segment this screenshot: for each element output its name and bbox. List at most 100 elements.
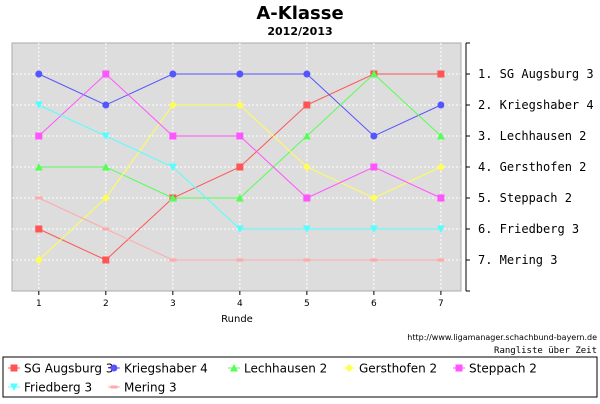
- chart-title: A-Klasse: [256, 3, 343, 24]
- data-point: [35, 225, 43, 233]
- data-point: [35, 196, 43, 200]
- data-point: [102, 256, 110, 264]
- series-2: [34, 70, 445, 202]
- series-4: [35, 70, 445, 202]
- x-tick-label: 5: [304, 299, 310, 309]
- data-point: [235, 101, 244, 109]
- x-tick-label: 3: [170, 299, 176, 309]
- legend-label: Gersthofen 2: [359, 362, 437, 376]
- data-point: [302, 163, 311, 171]
- series-1: [35, 70, 445, 140]
- rank-label: 2. Kriegshaber 4: [478, 98, 594, 112]
- data-point: [437, 258, 445, 262]
- legend-label: Friedberg 3: [24, 381, 92, 395]
- rank-label: 3. Lechhausen 2: [478, 129, 586, 143]
- legend-label: Lechhausen 2: [244, 362, 327, 376]
- legend-label: SG Augsburg 3: [24, 362, 113, 376]
- legend-marker: [230, 364, 238, 372]
- data-point: [236, 132, 244, 140]
- data-point: [303, 70, 311, 78]
- legend-marker: [110, 364, 118, 372]
- legend-marker: [10, 383, 18, 391]
- data-point: [168, 194, 177, 202]
- data-point: [303, 101, 311, 109]
- legend-label: Mering 3: [124, 381, 177, 395]
- rank-label: 6. Friedberg 3: [478, 222, 579, 236]
- data-point: [369, 225, 378, 233]
- data-point: [437, 194, 445, 202]
- series-6: [35, 196, 445, 262]
- data-point: [102, 227, 110, 231]
- legend-box: [2, 356, 598, 398]
- data-point: [236, 258, 244, 262]
- x-tick-label: 6: [371, 299, 377, 309]
- data-point: [101, 132, 110, 140]
- data-point: [436, 225, 445, 233]
- rank-label: 1. SG Augsburg 3: [478, 67, 594, 81]
- data-point: [369, 194, 378, 202]
- data-point: [236, 163, 244, 171]
- rank-label: 5. Steppach 2: [478, 191, 572, 205]
- data-point: [370, 163, 378, 171]
- data-point: [437, 101, 445, 109]
- data-point: [34, 256, 43, 264]
- axes: 1 2 3 4 5 6 7: [36, 42, 470, 309]
- legend-label: Steppach 2: [469, 362, 537, 376]
- chart-subtitle: 2012/2013: [267, 25, 332, 38]
- data-point: [369, 70, 378, 78]
- series-5: [34, 101, 445, 233]
- series-3: [34, 101, 445, 264]
- data-point: [102, 101, 110, 109]
- legend-entry: SG Augsburg 3: [8, 362, 113, 376]
- data-point: [101, 194, 110, 202]
- legend-entry: Lechhausen 2: [228, 362, 327, 376]
- data-point: [303, 194, 311, 202]
- data-point: [169, 132, 177, 140]
- legend: SG Augsburg 3 Kriegshaber 4 Lechhausen 2 Ge…: [2, 356, 598, 398]
- data-point: [101, 163, 110, 171]
- data-point: [302, 132, 311, 140]
- data-point: [303, 258, 311, 262]
- data-point: [236, 70, 244, 78]
- data-point: [436, 132, 445, 140]
- x-tick-label: 2: [103, 299, 109, 309]
- data-point: [169, 258, 177, 262]
- data-point: [437, 70, 445, 78]
- legend-marker: [110, 385, 118, 389]
- data-point: [302, 225, 311, 233]
- legend-entry: Kriegshaber 4: [108, 362, 208, 376]
- series-layer: [34, 70, 445, 264]
- data-point: [102, 70, 110, 78]
- x-tick-label: 4: [237, 299, 243, 309]
- data-point: [168, 101, 177, 109]
- data-point: [370, 258, 378, 262]
- legend-entry: Mering 3: [108, 381, 177, 395]
- data-point: [168, 163, 177, 171]
- rank-labels: 1. SG Augsburg 3 2. Kriegshaber 4 3. Lechh…: [478, 67, 594, 267]
- legend-entry: Friedberg 3: [8, 381, 92, 395]
- source-url: http://www.ligamanager.schachbund-bayern…: [407, 333, 597, 342]
- footer-caption: Rangliste über Zeit: [494, 346, 597, 356]
- legend-entry: Gersthofen 2: [343, 362, 437, 376]
- data-point: [235, 225, 244, 233]
- rank-label: 7. Mering 3: [478, 253, 557, 267]
- x-axis-label: Runde: [221, 314, 253, 325]
- legend-label: Kriegshaber 4: [124, 362, 208, 376]
- data-point: [169, 70, 177, 78]
- legend-marker: [455, 364, 463, 372]
- legend-entry: Steppach 2: [453, 362, 537, 376]
- legend-marker: [10, 364, 18, 372]
- data-point: [436, 163, 445, 171]
- data-point: [35, 70, 43, 78]
- data-point: [235, 194, 244, 202]
- rank-label: 4. Gersthofen 2: [478, 160, 586, 174]
- legend-marker: [345, 364, 353, 372]
- data-point: [34, 163, 43, 171]
- data-point: [370, 132, 378, 140]
- x-tick-label: 7: [438, 299, 444, 309]
- data-point: [34, 101, 43, 109]
- data-point: [35, 132, 43, 140]
- x-tick-label: 1: [36, 299, 42, 309]
